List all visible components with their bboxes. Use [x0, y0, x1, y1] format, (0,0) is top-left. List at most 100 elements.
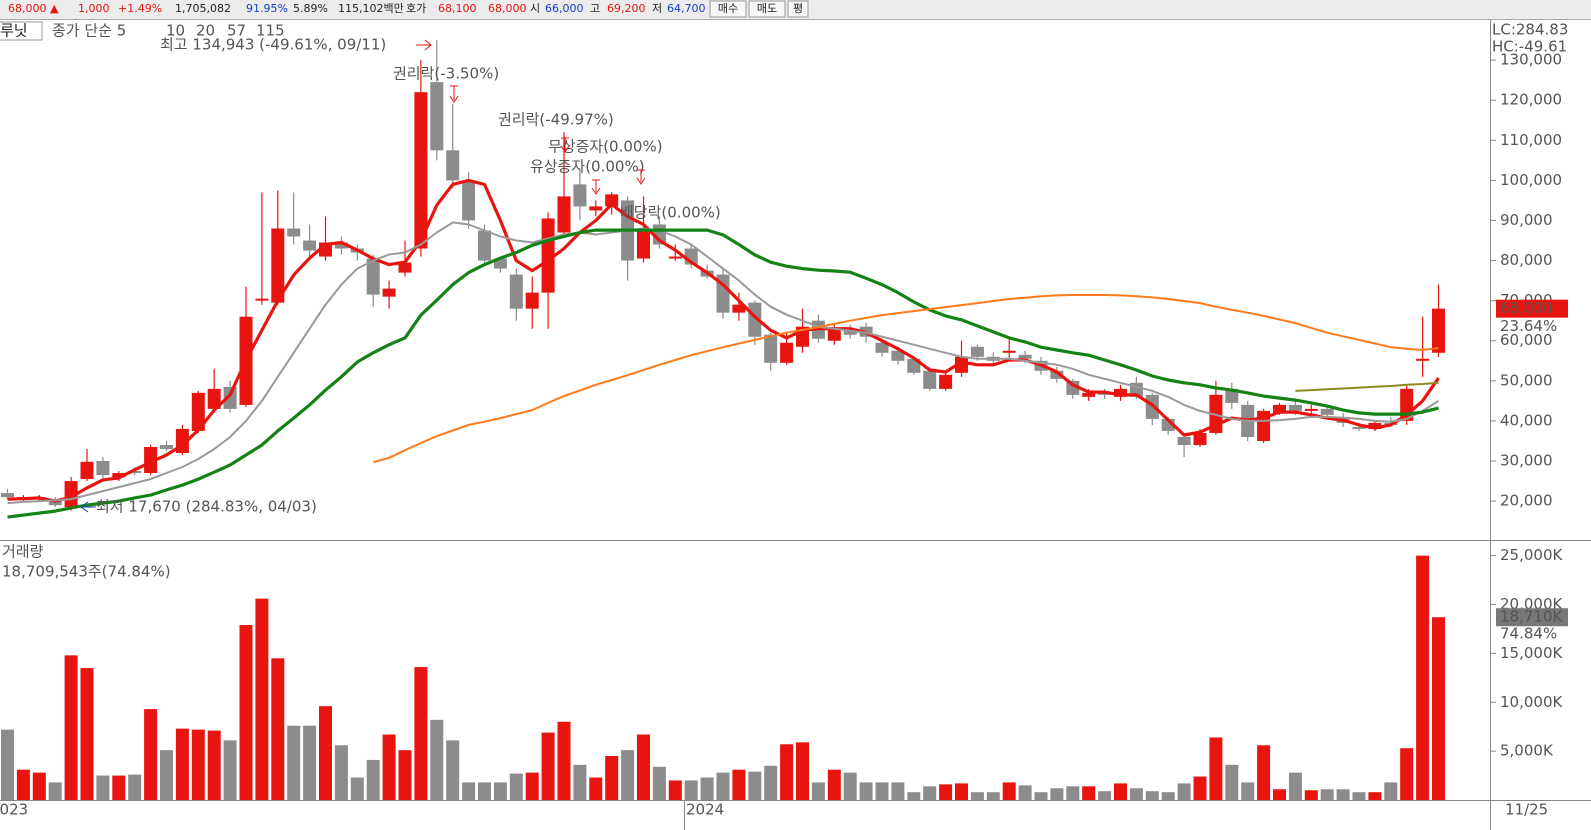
y-tick-label: 5,000K [1500, 742, 1554, 760]
volume-bar [191, 729, 205, 800]
volume-bar [287, 725, 301, 800]
stock-name: 루닛 [0, 22, 28, 40]
y-tick-label: 130,000 [1500, 51, 1562, 69]
candle-body [80, 461, 94, 480]
volume-bar [1320, 789, 1334, 800]
volume-bar [478, 782, 491, 800]
volume-bar [1066, 786, 1080, 800]
x-label: 2023 [0, 801, 28, 819]
candle-body [939, 374, 953, 389]
candle-body [414, 92, 428, 249]
label: 호가 [406, 2, 426, 15]
candle-body [1018, 354, 1032, 359]
volume: 1,705,082 [175, 2, 231, 15]
volume-bar [541, 732, 555, 800]
candle-body [1288, 404, 1302, 411]
volume-bar [668, 780, 682, 800]
volume-bar [271, 658, 285, 800]
candle-body [557, 196, 571, 233]
candle-body [605, 194, 619, 207]
volume-bar [1209, 737, 1223, 800]
sell-button[interactable] [748, 0, 786, 18]
volume-bar [843, 772, 857, 800]
candle-body [780, 342, 794, 363]
volume-bar [350, 777, 364, 800]
high-arrow [416, 39, 432, 51]
volume-bar [1050, 788, 1064, 800]
candle-body [875, 342, 889, 353]
event-label: 유상증자(0.00%) [530, 158, 645, 176]
toolbar: 68,000 ▲ 1,000 +1.49% 1,705,082 91.95% 5… [8, 0, 809, 18]
candle-body [509, 274, 523, 309]
volume-bar [748, 771, 762, 800]
volume-title: 거래량 [2, 543, 44, 561]
volume-bar [986, 792, 1000, 800]
eval-label[interactable]: 평 [793, 2, 803, 15]
candle-body [96, 461, 110, 476]
volume-bar [1432, 617, 1445, 800]
y-tick-label: 80,000 [1500, 251, 1553, 269]
volume-bar [1384, 782, 1398, 800]
volume-bar [1082, 786, 1096, 800]
y-tick-label: 100,000 [1500, 171, 1562, 189]
volume-bar [223, 740, 237, 800]
volume-bar [525, 772, 539, 800]
x-label: 2024 [686, 801, 724, 819]
lc-label: LC:284.83 [1492, 21, 1568, 39]
volume-bar [1177, 783, 1191, 800]
volume-bar [1, 729, 14, 800]
candle-body [112, 473, 126, 478]
volume-bar [303, 725, 317, 800]
volume-bar [255, 598, 269, 800]
legend-entry: 10 [166, 22, 185, 40]
volume-bar [907, 792, 921, 800]
candle-body [160, 444, 173, 449]
volume-bar [796, 742, 809, 800]
y-tick-label: 90,000 [1500, 211, 1553, 229]
candle-body [478, 230, 491, 261]
y-tick-label: 30,000 [1500, 452, 1553, 470]
last-price: 68,000 [1500, 299, 1553, 317]
candle-body [827, 328, 841, 341]
buy-label[interactable]: 매수 [718, 2, 738, 15]
volume-bar [1400, 748, 1414, 800]
event-label: 권리락(-49.97%) [498, 111, 614, 129]
volume-bar [557, 721, 571, 800]
y-tick-label: 15,000K [1500, 644, 1563, 662]
candle-body [573, 184, 587, 207]
volume-bar [430, 719, 444, 800]
candle-body [128, 471, 142, 474]
candle-body [191, 392, 205, 431]
candle-body [271, 228, 285, 303]
open: 66,000 [545, 2, 584, 15]
candle-body [1098, 392, 1112, 395]
volume-bar [684, 780, 698, 800]
last-volume-box [1496, 608, 1568, 627]
candle-body [366, 258, 380, 295]
buy-button[interactable] [709, 0, 747, 18]
ratio: 91.95% [246, 2, 288, 15]
candle-body [303, 240, 317, 251]
candle-body [1050, 370, 1064, 379]
volume-bar [621, 750, 635, 800]
candle-body [955, 356, 968, 373]
turnover: 5.89% [293, 2, 328, 15]
volume-bar [80, 668, 94, 800]
candle-body [334, 242, 348, 249]
volume-bar [1129, 788, 1143, 800]
eval-button[interactable] [787, 0, 809, 18]
x-label: 11/25 [1505, 801, 1548, 819]
volume-bar [605, 756, 619, 800]
volume-bar [923, 786, 937, 800]
y-tick-label: 60,000 [1500, 331, 1553, 349]
volume-bar [207, 730, 221, 800]
bid: 68,000 [488, 2, 527, 15]
event-label: 무상증자(0.00%) [548, 138, 663, 156]
volume-bar [1225, 764, 1239, 800]
sell-label[interactable]: 매도 [757, 2, 777, 15]
volume-bar [1257, 745, 1271, 800]
candle-body [1066, 380, 1080, 395]
volume-bar [1368, 792, 1382, 800]
volume-bar [732, 769, 746, 800]
